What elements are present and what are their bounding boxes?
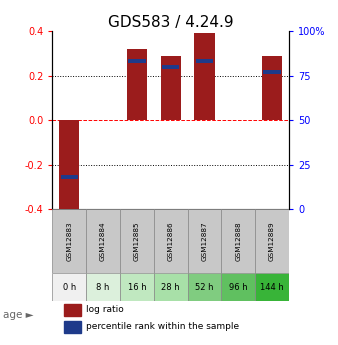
FancyBboxPatch shape <box>188 209 221 273</box>
FancyBboxPatch shape <box>120 273 154 302</box>
Text: 96 h: 96 h <box>229 283 248 292</box>
Title: GDS583 / 4.24.9: GDS583 / 4.24.9 <box>108 15 234 30</box>
Bar <box>262 56 282 120</box>
FancyBboxPatch shape <box>52 209 86 273</box>
Text: 52 h: 52 h <box>195 283 214 292</box>
FancyBboxPatch shape <box>154 273 188 302</box>
Text: GSM12887: GSM12887 <box>201 221 208 261</box>
FancyBboxPatch shape <box>255 209 289 273</box>
Bar <box>194 33 215 120</box>
Text: log ratio: log ratio <box>86 305 123 314</box>
Bar <box>61 175 78 179</box>
Text: percentile rank within the sample: percentile rank within the sample <box>86 322 239 331</box>
FancyBboxPatch shape <box>221 273 255 302</box>
Text: 144 h: 144 h <box>260 283 284 292</box>
FancyBboxPatch shape <box>221 209 255 273</box>
FancyBboxPatch shape <box>86 209 120 273</box>
Bar <box>264 70 281 74</box>
Bar <box>127 49 147 120</box>
Text: 8 h: 8 h <box>96 283 110 292</box>
Text: age ►: age ► <box>3 310 34 319</box>
FancyBboxPatch shape <box>154 209 188 273</box>
Text: GSM12884: GSM12884 <box>100 221 106 261</box>
Bar <box>161 56 181 120</box>
FancyBboxPatch shape <box>86 273 120 302</box>
Text: GSM12886: GSM12886 <box>168 221 174 261</box>
Bar <box>162 65 179 69</box>
FancyBboxPatch shape <box>255 273 289 302</box>
Text: GSM12888: GSM12888 <box>235 221 241 261</box>
Text: 0 h: 0 h <box>63 283 76 292</box>
Text: 28 h: 28 h <box>161 283 180 292</box>
Bar <box>64 321 81 333</box>
FancyBboxPatch shape <box>120 209 154 273</box>
Bar <box>128 59 146 63</box>
Bar <box>64 304 81 316</box>
Bar <box>196 59 213 63</box>
Bar <box>59 120 79 216</box>
FancyBboxPatch shape <box>52 273 86 302</box>
Text: GSM12885: GSM12885 <box>134 221 140 261</box>
Text: GSM12889: GSM12889 <box>269 221 275 261</box>
Text: GSM12883: GSM12883 <box>66 221 72 261</box>
Text: 16 h: 16 h <box>127 283 146 292</box>
FancyBboxPatch shape <box>188 273 221 302</box>
